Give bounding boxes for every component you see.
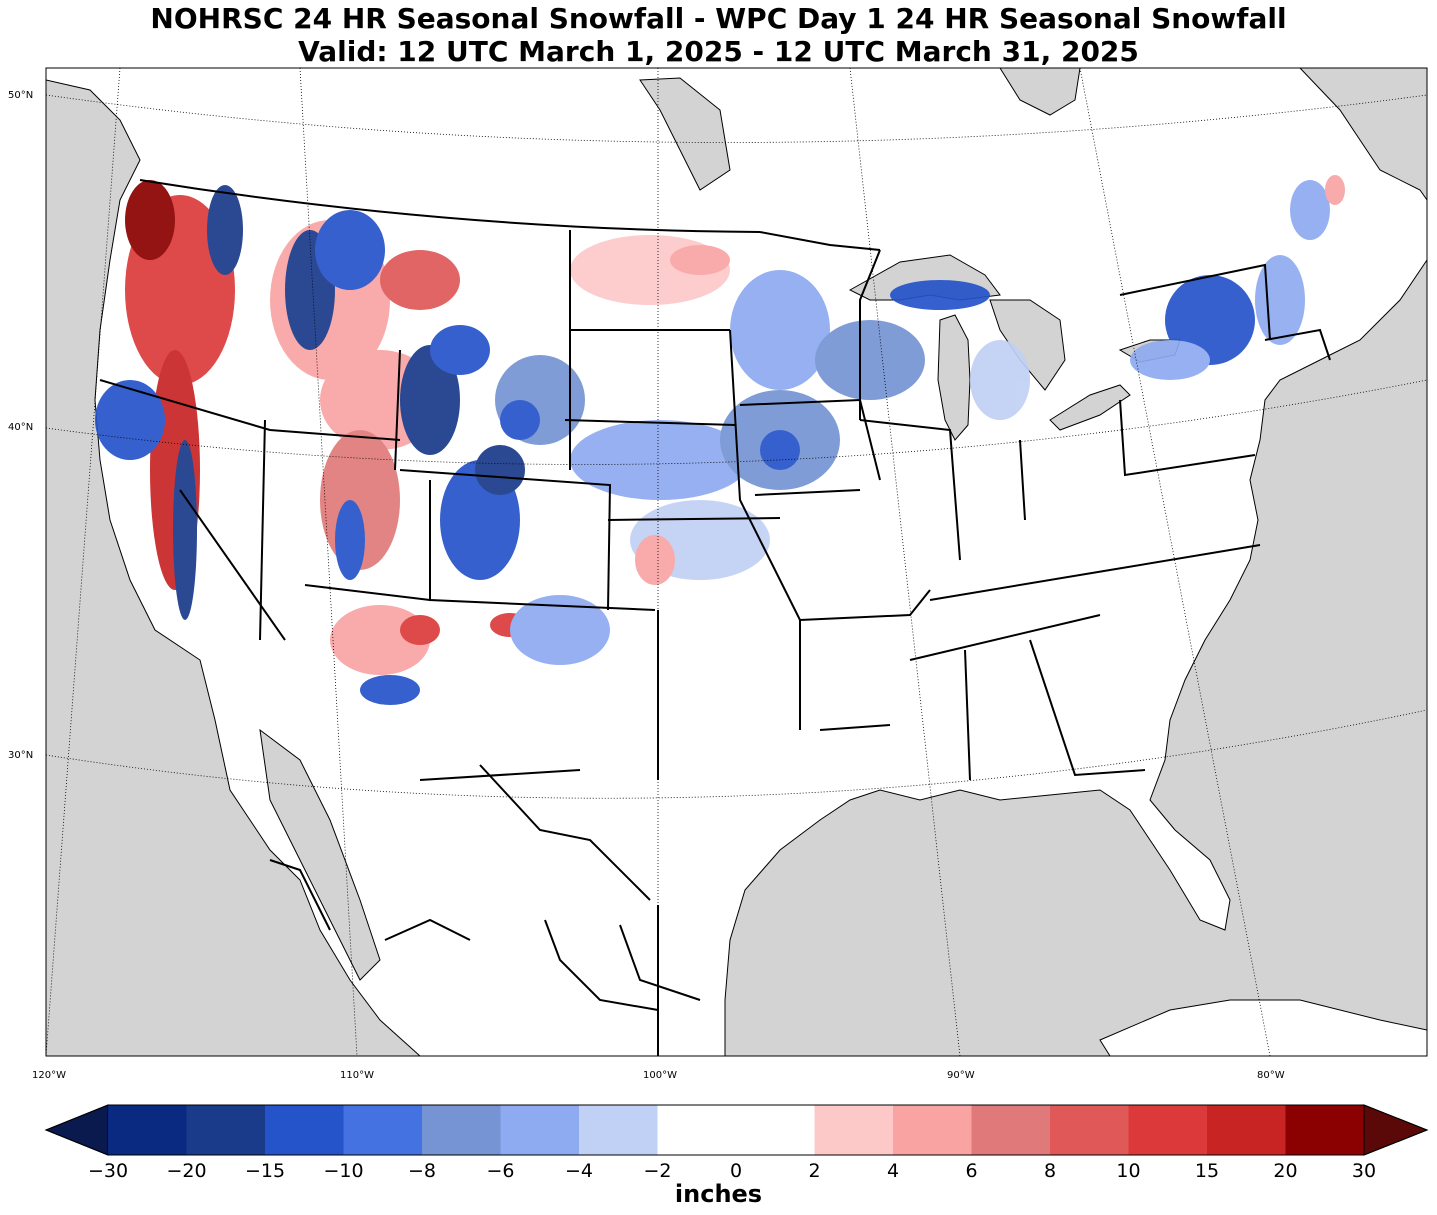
colorbar-segment (265, 1105, 344, 1155)
colorbar-tick-label: 0 (729, 1160, 743, 1182)
lat-label-30: 30°N (8, 750, 34, 761)
james-bay (999, 68, 1081, 116)
colorbar-segment (1285, 1105, 1365, 1155)
lat-label-50: 50°N (8, 90, 34, 101)
map-title: NOHRSC 24 HR Seasonal Snowfall - WPC Day… (150, 2, 1287, 35)
lake-michigan (937, 314, 971, 441)
lon-label-120: 120°W (32, 1070, 66, 1081)
colorbar-segment (500, 1105, 580, 1155)
colorbar-tick-label: −15 (244, 1160, 286, 1182)
colorbar-tick-label: 8 (1043, 1160, 1057, 1182)
colorbar-segment (971, 1105, 1051, 1155)
colorbar-tick-label: −10 (323, 1160, 364, 1182)
gulf-of-california (259, 728, 381, 981)
lake-winnipeg (639, 77, 731, 191)
colorbar-segment (343, 1105, 423, 1155)
colorbar-units: inches (674, 1180, 763, 1208)
colorbar-tick-label: 10 (1116, 1160, 1141, 1182)
colorbar-tick-label: −6 (486, 1160, 515, 1182)
colorbar-segment (657, 1105, 737, 1155)
colorbar-segment (814, 1105, 894, 1155)
map-valid-time: Valid: 12 UTC March 1, 2025 - 12 UTC Mar… (298, 35, 1139, 68)
map-area (46, 68, 1427, 1056)
colorbar-tick-label: −30 (87, 1160, 129, 1182)
colorbar-under-arrow (44, 1104, 109, 1156)
colorbar-tick-label: 4 (886, 1160, 900, 1182)
colorbar-segment (579, 1105, 658, 1155)
colorbar-tick-label: 20 (1273, 1160, 1298, 1182)
colorbar-segment (1050, 1105, 1129, 1155)
cuba-land (1099, 999, 1427, 1056)
colorbar-segment (108, 1105, 187, 1155)
graticule (46, 68, 1427, 1056)
lon-label-100: 100°W (643, 1070, 677, 1081)
colorbar-segment (1207, 1105, 1286, 1155)
colorbar-tick-label: 30 (1351, 1160, 1377, 1182)
political-borders (99, 179, 1331, 1056)
colorbar-tick-label: −2 (643, 1160, 672, 1182)
lake-huron (989, 299, 1066, 391)
colorbar-over-arrow (1363, 1104, 1429, 1156)
colorbar-tick-label: −20 (166, 1160, 207, 1182)
colorbar-segment (422, 1105, 501, 1155)
lon-label-110: 110°W (340, 1070, 374, 1081)
colorbar-segment (186, 1105, 266, 1155)
lat-label-40: 40°N (8, 422, 34, 433)
colorbar-segment (1128, 1105, 1208, 1155)
colorbar-tick-label: −8 (407, 1160, 437, 1182)
lon-label-90: 90°W (947, 1070, 975, 1081)
colorbar-segment (736, 1105, 815, 1155)
snowfall-shading (95, 175, 1345, 705)
colorbar (44, 1104, 1429, 1156)
colorbar-outline (44, 1104, 1429, 1156)
lon-label-80: 80°W (1257, 1070, 1285, 1081)
colorbar-segment (893, 1105, 972, 1155)
colorbar-tick-label: 15 (1194, 1160, 1220, 1182)
map-frame (45, 67, 1428, 1057)
lake-erie (1049, 384, 1131, 431)
colorbar-tick-label: 6 (965, 1160, 978, 1182)
colorbar-tick-label: −4 (564, 1160, 594, 1182)
colorbar-tick-label: 2 (808, 1160, 821, 1182)
